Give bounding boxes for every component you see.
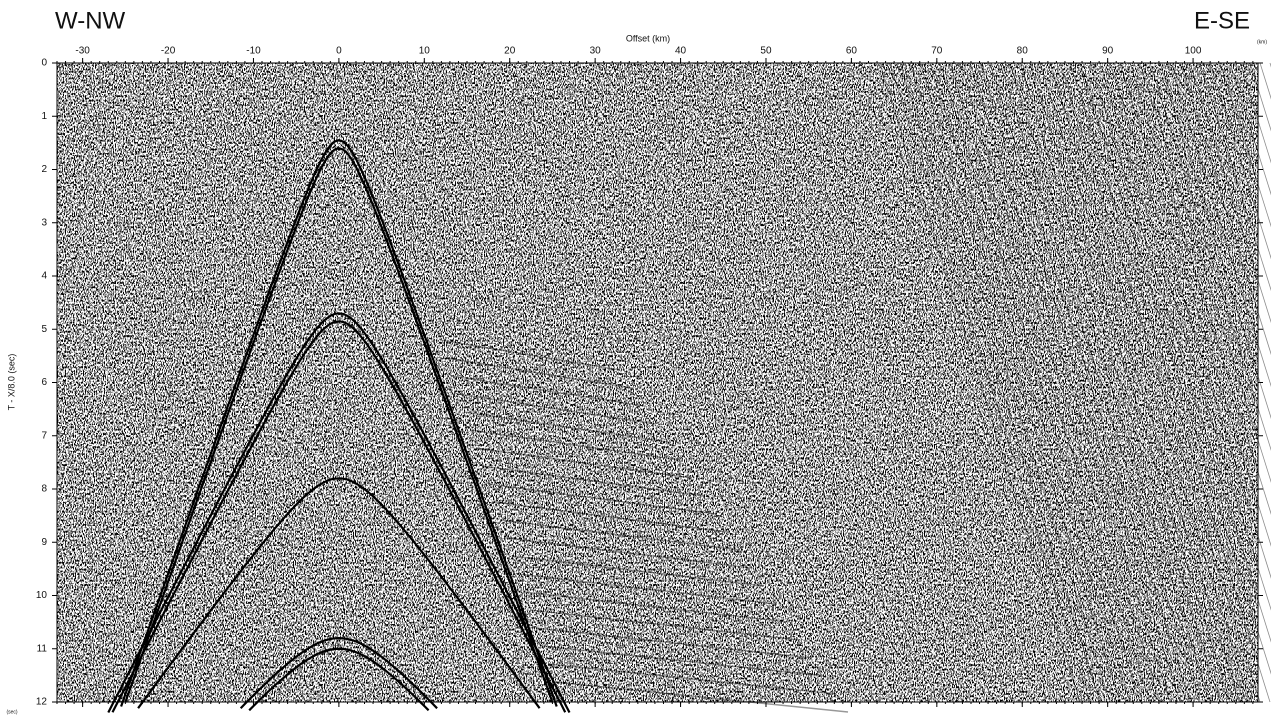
diagonal-stripe bbox=[929, 62, 1131, 703]
streak bbox=[523, 591, 789, 623]
y-tick-label: 3 bbox=[41, 217, 47, 228]
diagonal-stripe bbox=[1099, 62, 1271, 611]
arrival-curve bbox=[137, 477, 541, 709]
streak bbox=[535, 627, 813, 659]
diagonal-stripe bbox=[949, 62, 1151, 703]
streak bbox=[451, 375, 645, 407]
x-tick-label: -30 bbox=[75, 46, 90, 57]
diagonal-stripe bbox=[899, 62, 1101, 703]
annotation: E-SE bbox=[1194, 7, 1250, 34]
diagonal-stripe bbox=[1139, 62, 1271, 483]
diagonal-stripe bbox=[959, 62, 1161, 703]
x-tick-label: 70 bbox=[931, 46, 943, 57]
streak bbox=[487, 483, 717, 515]
diagonal-stripe bbox=[1009, 62, 1211, 703]
arrivals bbox=[107, 62, 1271, 714]
x-axis-title: Offset (km) bbox=[626, 33, 670, 43]
x-tick-label: 100 bbox=[1185, 46, 1202, 57]
diagonal-stripe bbox=[939, 62, 1141, 703]
x-tick-label: 60 bbox=[846, 46, 858, 57]
diagonal-stripe bbox=[1049, 62, 1251, 703]
streak bbox=[469, 429, 681, 461]
diagonal-stripe bbox=[1109, 62, 1271, 579]
streak bbox=[529, 609, 801, 641]
diagonal-stripe bbox=[1039, 62, 1241, 703]
streak bbox=[439, 339, 621, 371]
arrival-curve bbox=[239, 636, 438, 710]
x-tick-label: 30 bbox=[590, 46, 602, 57]
diagonal-stripe bbox=[989, 62, 1191, 703]
x-tick-label: -10 bbox=[246, 46, 261, 57]
streak bbox=[493, 501, 729, 533]
diagonal-stripe bbox=[1029, 62, 1231, 703]
diagonal-stripe bbox=[1119, 62, 1271, 547]
y-tick-label: 5 bbox=[41, 324, 47, 335]
streak bbox=[553, 681, 849, 713]
x-tick-label: 80 bbox=[1017, 46, 1029, 57]
diagonal-stripe bbox=[1129, 62, 1271, 515]
y-unit: (sec) bbox=[6, 709, 17, 715]
y-tick-label: 1 bbox=[41, 111, 47, 122]
diagonal-stripe bbox=[1069, 62, 1271, 703]
streak bbox=[463, 411, 669, 443]
x-tick-label: 50 bbox=[760, 46, 772, 57]
diagonal-stripe bbox=[969, 62, 1171, 703]
diagonal-stripe bbox=[889, 62, 1091, 703]
x-tick-label: 10 bbox=[419, 46, 431, 57]
diagonal-stripe bbox=[1219, 62, 1271, 228]
y-tick-label: 9 bbox=[41, 537, 47, 548]
diagonal-stripe bbox=[1059, 62, 1261, 703]
y-tick-label: 10 bbox=[36, 590, 48, 601]
diagonal-stripe bbox=[1209, 62, 1271, 260]
y-tick-label: 2 bbox=[41, 164, 47, 175]
y-tick-label: 8 bbox=[41, 484, 47, 495]
streak bbox=[457, 393, 657, 425]
x-tick-label: -20 bbox=[161, 46, 176, 57]
diagonal-stripe bbox=[979, 62, 1181, 703]
streak bbox=[445, 357, 633, 389]
arrival-curve bbox=[120, 139, 558, 707]
y-tick-label: 7 bbox=[41, 430, 47, 441]
streak bbox=[475, 447, 693, 479]
annotation: W-NW bbox=[55, 7, 126, 34]
diagonal-stripe bbox=[1169, 62, 1271, 388]
x-tick-label: 40 bbox=[675, 46, 687, 57]
arrival-curve bbox=[248, 647, 430, 712]
y-tick-label: 4 bbox=[41, 271, 47, 282]
y-tick-label: 12 bbox=[36, 697, 48, 708]
streak bbox=[547, 663, 837, 695]
diagonal-stripe bbox=[1179, 62, 1271, 356]
quiet-zone bbox=[190, 0, 490, 303]
y-tick-label: 0 bbox=[41, 58, 47, 69]
streak bbox=[499, 519, 741, 551]
arrival-curve bbox=[107, 312, 571, 714]
diagonal-stripe bbox=[1019, 62, 1221, 703]
arrival-curve bbox=[111, 320, 567, 713]
x-unit: (km) bbox=[1257, 39, 1267, 45]
arrival-curve bbox=[124, 147, 554, 703]
streak bbox=[517, 573, 777, 605]
diagonal-stripe bbox=[1079, 62, 1271, 675]
y-axis-title: T - X/8.0 (sec) bbox=[6, 354, 16, 411]
streak bbox=[505, 537, 753, 569]
streak bbox=[541, 645, 825, 677]
streak bbox=[511, 555, 765, 587]
y-tick-label: 6 bbox=[41, 377, 47, 388]
diagonal-stripe bbox=[919, 62, 1121, 703]
x-tick-label: 20 bbox=[504, 46, 516, 57]
x-tick-label: 90 bbox=[1102, 46, 1114, 57]
diagonal-stripe bbox=[909, 62, 1111, 703]
diagonal-stripe bbox=[1149, 62, 1271, 451]
diagonal-stripe bbox=[1089, 62, 1271, 643]
diagonal-stripe bbox=[1199, 62, 1271, 292]
streak bbox=[481, 465, 705, 497]
diagonal-stripe bbox=[999, 62, 1201, 703]
x-tick-label: 0 bbox=[336, 46, 342, 57]
diagonal-stripe bbox=[1229, 62, 1271, 196]
diagonal-stripe bbox=[879, 62, 1081, 703]
diagonal-stripe bbox=[1189, 62, 1271, 324]
y-tick-label: 11 bbox=[37, 643, 48, 654]
